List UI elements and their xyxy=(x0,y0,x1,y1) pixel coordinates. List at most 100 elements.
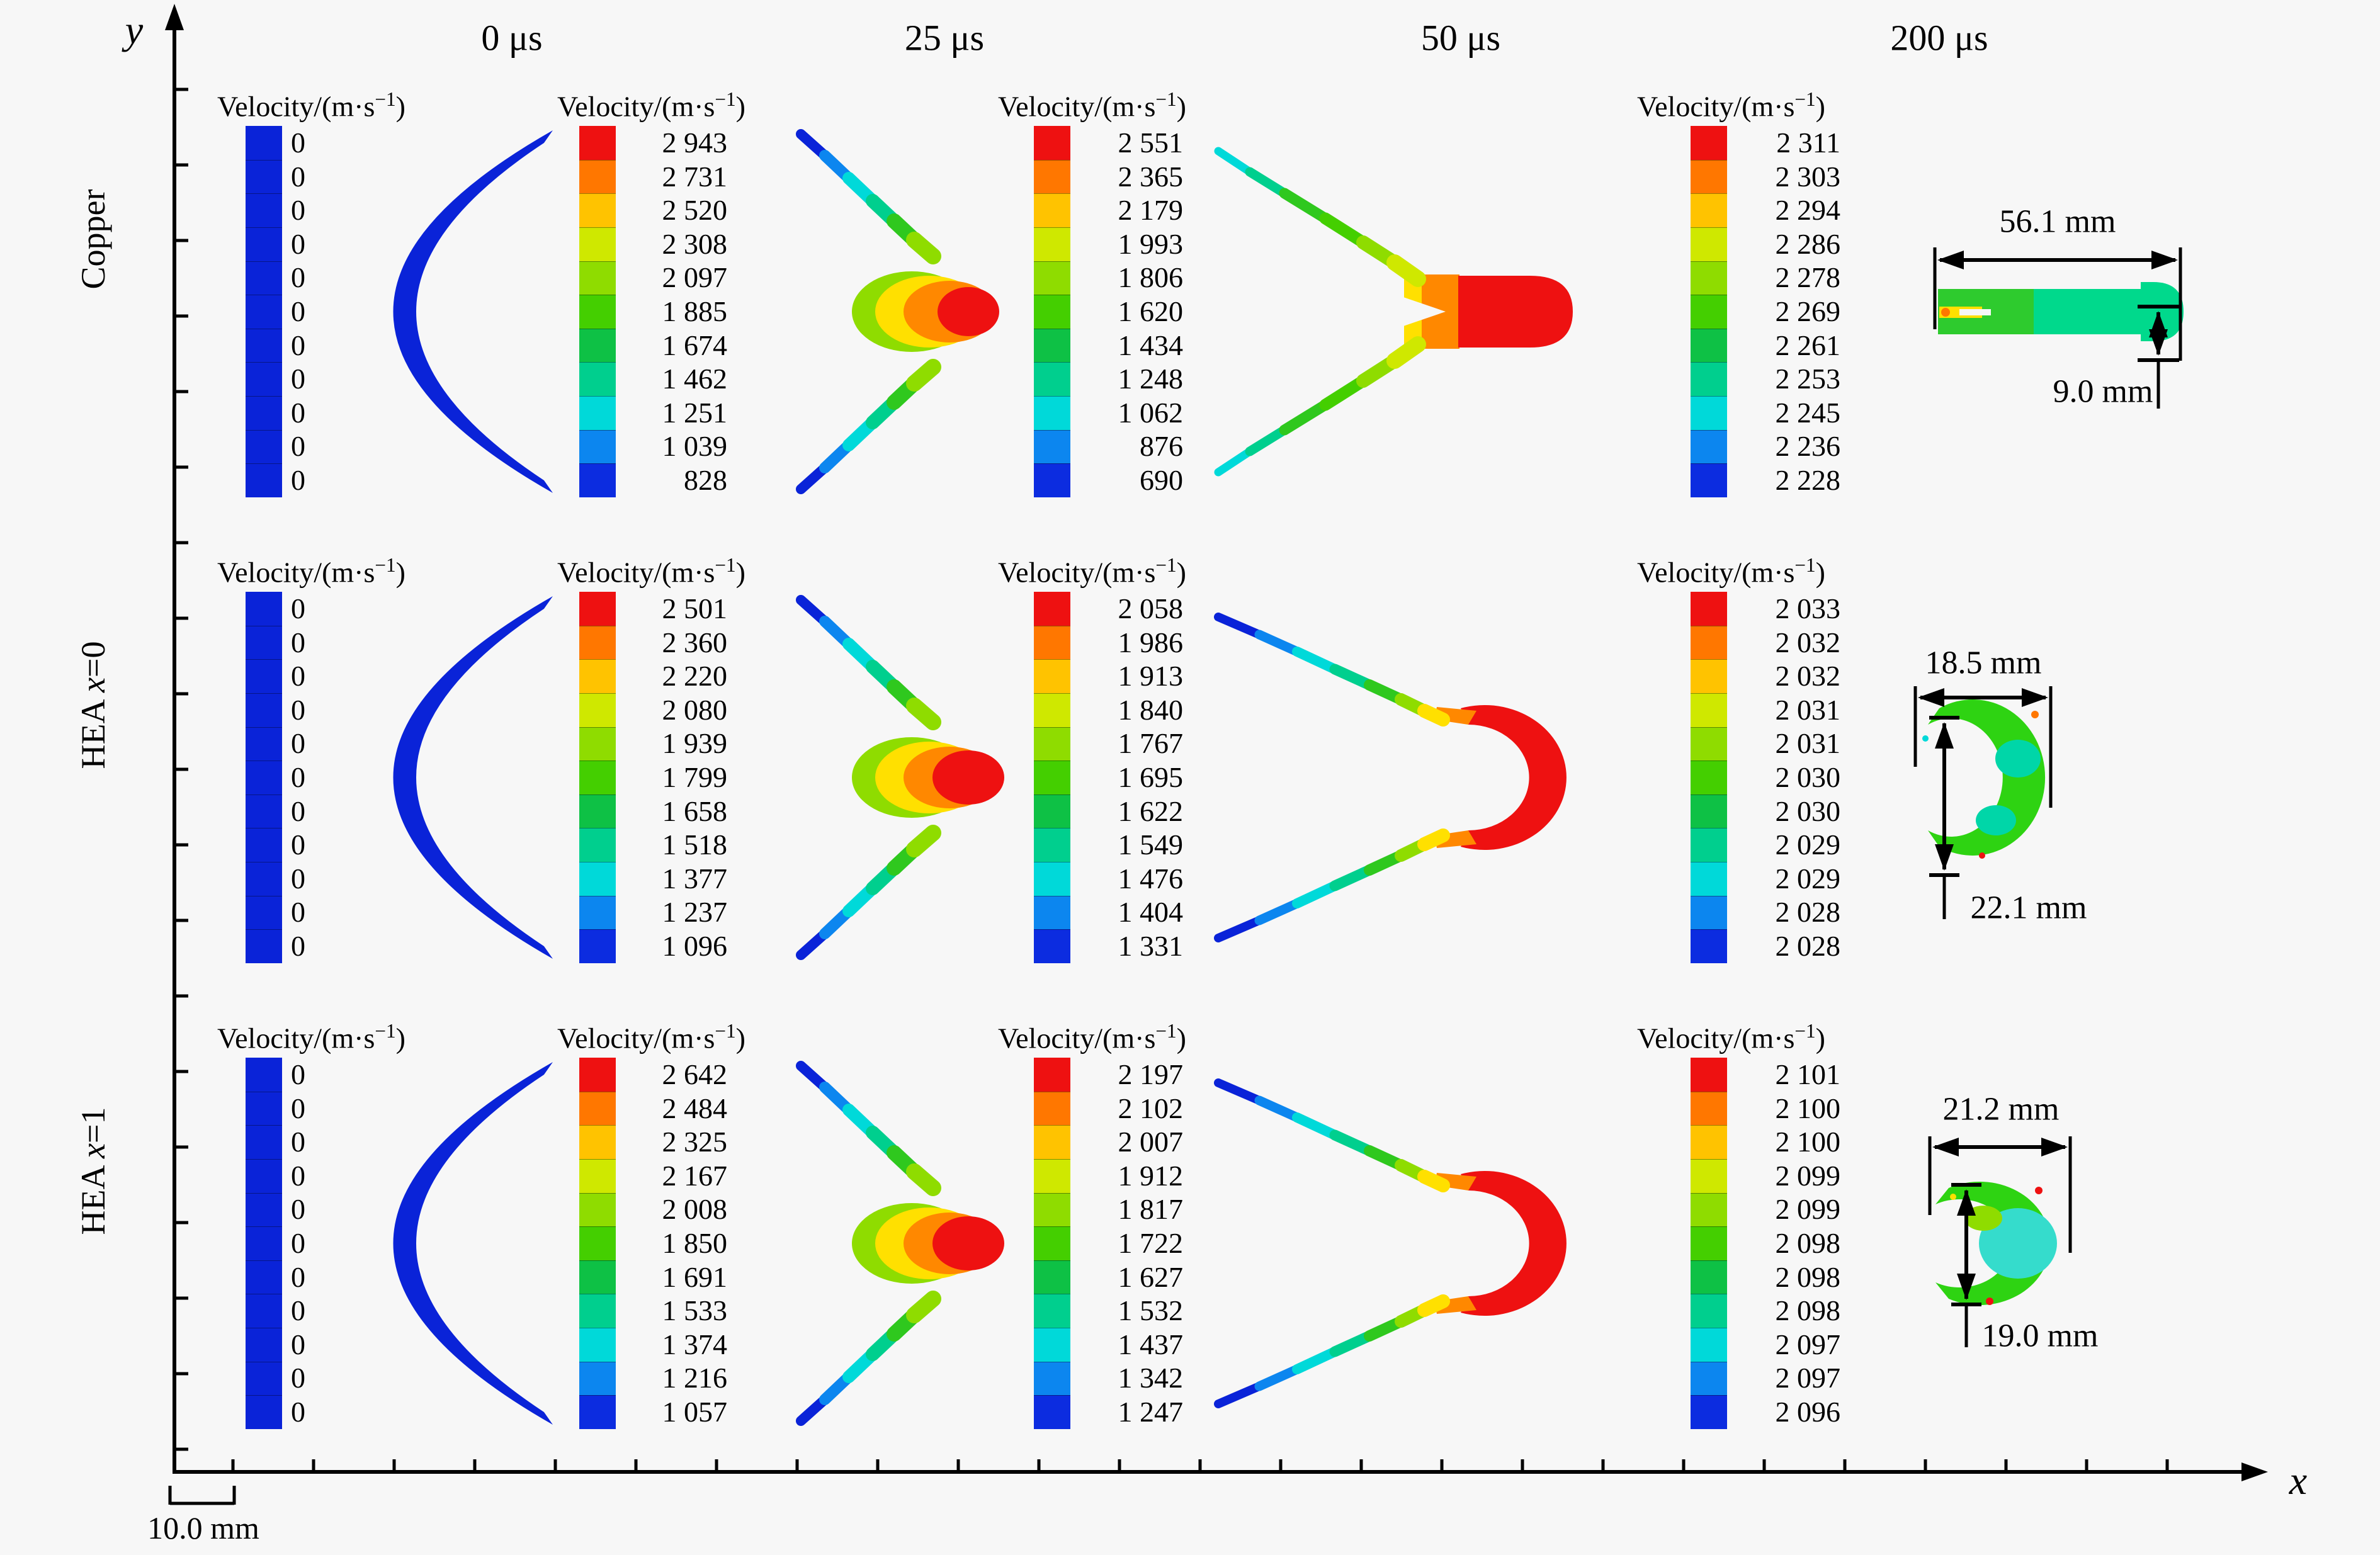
colorbar-segment xyxy=(1691,1328,1727,1362)
dim-hea0-height: 22.1 mm xyxy=(1970,890,2087,926)
colorbar-segment xyxy=(1691,761,1727,794)
jet-arm-50us xyxy=(1319,375,1369,411)
dim-hea1-height: 19.0 mm xyxy=(1981,1318,2099,1354)
colorbar-segment xyxy=(1691,1192,1727,1227)
jet-arm-50us xyxy=(1386,254,1426,287)
colorbar-value: 0 xyxy=(291,194,305,227)
colorbar-value: 0 xyxy=(291,794,305,827)
colorbar-segment xyxy=(246,727,282,761)
colorbar-value: 828 xyxy=(684,463,727,496)
colorbar-value: 0 xyxy=(291,761,305,793)
colorbar-value: 2 220 xyxy=(662,660,728,693)
jet-arm-25us xyxy=(906,698,941,730)
jet-arm-50us xyxy=(1214,147,1254,176)
colorbar-segment xyxy=(579,1361,616,1396)
colorbar-segment xyxy=(1034,362,1070,396)
legend-title: Velocity/(m·s−1) xyxy=(1637,554,1825,589)
liner-crescent-0us xyxy=(393,596,553,959)
dim-copper-width: 9.0 mm xyxy=(2053,373,2153,410)
jet-head-50us xyxy=(1461,705,1567,850)
colorbar-value: 2 269 xyxy=(1775,295,1841,327)
colorbar-value: 2 303 xyxy=(1775,160,1841,193)
colorbar-value: 0 xyxy=(291,626,305,659)
colorbar-value: 2 099 xyxy=(1775,1159,1841,1192)
colorbar-segment xyxy=(579,295,616,329)
colorbar-value: 1 039 xyxy=(662,430,728,463)
colorbar-value: 0 xyxy=(291,463,305,496)
jet-arm-50us xyxy=(1292,1347,1340,1374)
colorbar-segment xyxy=(1034,1091,1070,1126)
colorbar-segment xyxy=(579,193,616,227)
colorbar-value: 1 806 xyxy=(1118,261,1184,294)
colorbar-segment xyxy=(246,1395,282,1429)
legend-title: Velocity/(m·s−1) xyxy=(1637,88,1825,123)
jet-rod-200us xyxy=(1959,309,1991,315)
dim-arrowhead xyxy=(1932,1138,1959,1156)
colorbar-values: 2 311 2 303 2 294 2 286 2 278 2 269 2 261 2 253… xyxy=(1743,126,1841,497)
jet-bulge-25us xyxy=(938,287,999,336)
colorbar-segment xyxy=(1691,1158,1727,1193)
colorbar-value: 2 031 xyxy=(1775,693,1841,726)
colorbar-segment xyxy=(246,862,282,896)
jet-arm-50us xyxy=(1292,647,1340,674)
colorbar-value: 2 100 xyxy=(1775,1092,1841,1124)
colorbar-value: 2 731 xyxy=(662,160,728,193)
colorbar-value: 1 237 xyxy=(662,896,728,929)
row-label-hea-x1: HEA x=1 xyxy=(74,1107,112,1235)
colorbar-value: 2 101 xyxy=(1775,1058,1841,1090)
colorbar-segment xyxy=(579,429,616,464)
colorbar-value: 0 xyxy=(291,329,305,361)
colorbar xyxy=(579,126,616,497)
colorbar-segment xyxy=(579,1260,616,1294)
colorbar-value: 2 197 xyxy=(1118,1058,1184,1090)
slug-200us xyxy=(1979,852,1985,859)
colorbar-segment xyxy=(1691,727,1727,761)
colorbar-value: 2 551 xyxy=(1118,127,1184,159)
colorbar-value: 1 533 xyxy=(662,1294,728,1327)
colorbar-segment xyxy=(246,1192,282,1227)
colorbar-segment xyxy=(579,625,616,660)
colorbar-value: 1 247 xyxy=(1118,1395,1184,1428)
colorbar-segment xyxy=(1691,261,1727,295)
column-header-50us: 50 μs xyxy=(1420,17,1501,59)
slug-200us xyxy=(1950,1194,1956,1200)
colorbar-value: 2 642 xyxy=(662,1058,728,1090)
dim-arrowhead xyxy=(1935,844,1954,871)
jet-arm-50us xyxy=(1292,1112,1340,1140)
jet-arm-50us xyxy=(1245,167,1289,198)
colorbar-value: 1 885 xyxy=(662,295,728,327)
colorbar xyxy=(246,126,282,497)
colorbar-value: 1 434 xyxy=(1118,329,1184,361)
colorbar-values: 2 033 2 032 2 032 2 031 2 031 2 030 2 030 2 029… xyxy=(1743,592,1841,963)
colorbar-segment xyxy=(246,659,282,693)
jet-head-50us xyxy=(1458,276,1573,348)
colorbar-segment xyxy=(1691,328,1727,363)
colorbar-value: 1 216 xyxy=(662,1362,728,1394)
colorbar-segment xyxy=(1034,261,1070,295)
legend-title: Velocity/(m·s−1) xyxy=(557,554,745,589)
colorbar-segment xyxy=(246,159,282,194)
colorbar-segment xyxy=(1691,463,1727,497)
colorbar-segment xyxy=(1691,1395,1727,1429)
colorbar-value: 2 029 xyxy=(1775,828,1841,861)
dim-arrowhead xyxy=(1935,722,1954,749)
colorbar-value: 690 xyxy=(1140,463,1183,496)
colorbar-value: 1 939 xyxy=(662,727,728,760)
colorbar-value: 2 501 xyxy=(662,592,728,625)
colorbar-segment xyxy=(246,625,282,660)
colorbar-value: 1 549 xyxy=(1118,828,1184,861)
jet-bulge-25us xyxy=(932,750,1004,805)
dim-arrowhead xyxy=(1957,1274,1976,1300)
colorbar-segment xyxy=(246,193,282,227)
colorbar-value: 2 102 xyxy=(1118,1092,1184,1124)
colorbar-segment xyxy=(579,227,616,261)
colorbar-segment xyxy=(1691,227,1727,261)
colorbar-value: 1 377 xyxy=(662,862,728,895)
jet-arm-25us xyxy=(906,359,941,392)
jet-arm-50us xyxy=(1214,916,1264,942)
colorbar-value: 2 033 xyxy=(1775,592,1841,625)
colorbar-value: 1 062 xyxy=(1118,396,1184,429)
jet-arm-50us xyxy=(1417,704,1450,727)
